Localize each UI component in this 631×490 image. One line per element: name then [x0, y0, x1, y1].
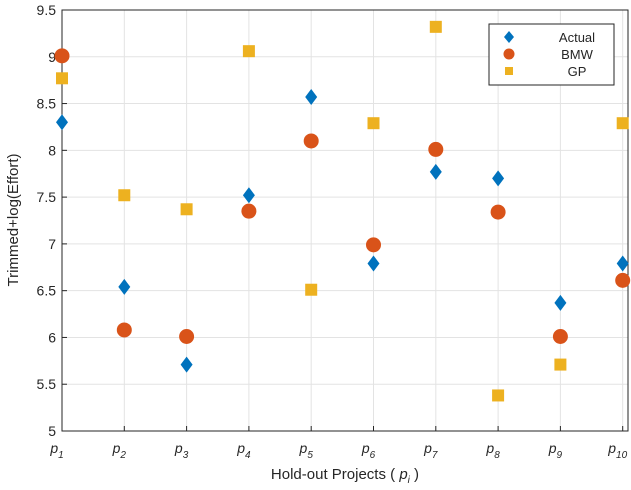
- bmw-point: [366, 237, 381, 253]
- x-tick-label: p3: [174, 440, 189, 461]
- y-tick-label: 7: [48, 236, 56, 252]
- actual-point: [180, 356, 193, 373]
- gp-point: [492, 389, 505, 402]
- legend-label-bmw: BMW: [561, 47, 594, 62]
- x-tick-label: p10: [607, 440, 627, 461]
- legend: Actual BMW GP: [488, 23, 615, 86]
- gp-point: [305, 283, 318, 296]
- legend-label-gp: GP: [568, 64, 587, 79]
- actual-point: [118, 278, 131, 295]
- gp-point: [367, 117, 380, 130]
- bmw-point: [490, 204, 506, 220]
- y-tick-label: 8.5: [37, 96, 57, 112]
- x-tick-label: p5: [299, 440, 314, 461]
- gp-point: [56, 72, 68, 85]
- x-axis-label-text: Hold-out Projects (: [271, 466, 399, 483]
- gp-point: [554, 358, 567, 371]
- bmw-point: [303, 133, 319, 149]
- x-tick-label: p7: [423, 440, 438, 461]
- y-tick-label: 8: [48, 142, 56, 158]
- gp-point: [616, 117, 629, 130]
- x-axis-label: Hold-out Projects ( pi ): [271, 466, 419, 486]
- x-tick-label: p4: [236, 440, 251, 461]
- plot-border: [61, 9, 629, 432]
- x-tick-label: p1: [49, 440, 63, 461]
- y-tick-label: 7.5: [37, 189, 57, 205]
- actual-point: [492, 170, 505, 187]
- series-gp: [56, 20, 629, 402]
- actual-point: [429, 163, 442, 180]
- bmw-point: [116, 322, 132, 338]
- legend-label-actual: Actual: [559, 30, 595, 45]
- x-tick-label: p6: [361, 440, 376, 461]
- actual-point: [554, 294, 567, 311]
- actual-point: [56, 114, 68, 131]
- y-tick-label: 6: [48, 329, 56, 345]
- actual-point: [616, 255, 629, 272]
- bmw-point: [179, 329, 195, 345]
- x-axis-label-var: p: [398, 466, 407, 483]
- legend-marker-bmw: [503, 48, 515, 60]
- x-axis-label-end: ): [410, 466, 419, 483]
- gp-point: [180, 203, 193, 216]
- x-tick-label: p9: [548, 440, 563, 461]
- y-tick-label: 5.5: [37, 376, 57, 392]
- actual-point: [305, 89, 318, 106]
- y-tick-label: 5: [48, 423, 56, 439]
- y-tick-label: 9: [48, 49, 56, 65]
- gp-point: [242, 45, 255, 58]
- actual-point: [367, 255, 380, 272]
- bmw-point: [615, 272, 631, 288]
- gp-point: [118, 189, 131, 202]
- bmw-point: [428, 141, 444, 157]
- x-axis-ticks: p1 p2 p3 p4 p5 p6 p7 p8 p9 p10: [49, 426, 628, 461]
- x-axis-label-sub: i: [408, 475, 411, 486]
- bmw-point: [241, 203, 257, 219]
- series-actual: [56, 89, 629, 373]
- x-tick-label: p2: [112, 440, 127, 461]
- gp-point: [429, 20, 442, 33]
- series-bmw: [54, 48, 631, 345]
- y-axis-label: Trimmed+log(Effort): [5, 154, 22, 287]
- x-tick-label: p8: [485, 440, 500, 461]
- bmw-point: [552, 329, 568, 345]
- data-points: [54, 20, 631, 402]
- legend-marker-actual: [504, 31, 514, 43]
- y-tick-label: 9.5: [37, 2, 57, 18]
- actual-point: [242, 187, 255, 204]
- legend-marker-gp: [505, 67, 513, 75]
- y-axis-ticks: 5 5.5 6 6.5 7 7.5 8 8.5 9 9.5: [37, 2, 67, 439]
- y-tick-label: 6.5: [37, 283, 57, 299]
- bmw-point: [54, 48, 70, 64]
